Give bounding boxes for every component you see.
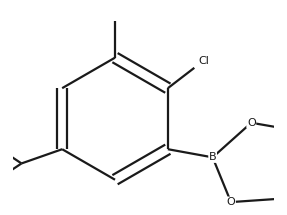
Text: B: B [209,152,216,162]
Text: O: O [247,118,256,128]
Text: O: O [226,197,235,207]
Text: Cl: Cl [198,56,209,66]
